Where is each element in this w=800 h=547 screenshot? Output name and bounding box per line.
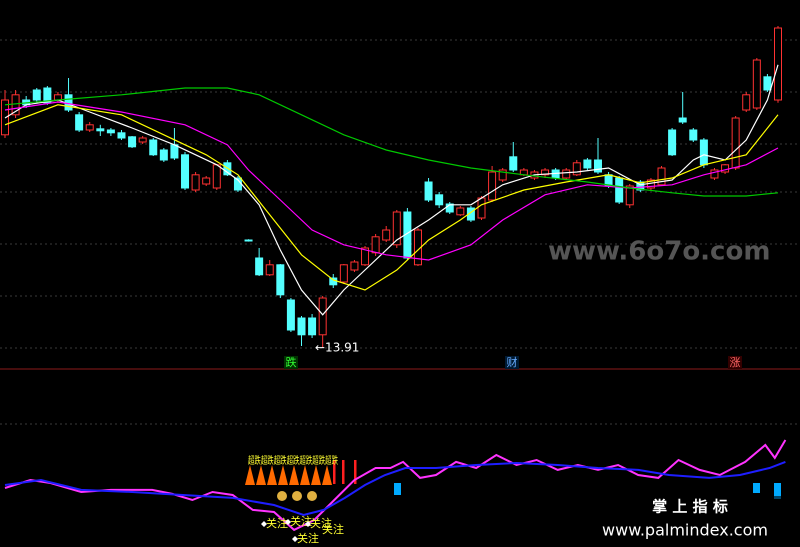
- watch-label: 关注: [297, 531, 319, 545]
- watermark-bg: [578, 496, 800, 547]
- signal-box: [284, 356, 298, 369]
- candle-body: [170, 144, 179, 159]
- candle-body: [149, 139, 158, 156]
- candle-body: [583, 159, 592, 169]
- moving-average: [4, 104, 779, 291]
- candle-body: [191, 174, 200, 191]
- candle-body: [106, 129, 115, 134]
- candle-body: [117, 132, 126, 139]
- candle-body: [541, 169, 550, 176]
- candle-body: [763, 76, 772, 91]
- candle-body: [678, 117, 687, 123]
- watch-label: 关注: [266, 516, 288, 530]
- signal-bar: [753, 483, 760, 493]
- candle-body: [255, 257, 264, 276]
- candle-body: [477, 197, 486, 219]
- moving-average: [4, 87, 779, 197]
- signal-bar: [354, 460, 357, 484]
- candle-body: [636, 181, 645, 191]
- price-panel: [1, 26, 782, 348]
- candle-body: [276, 264, 285, 296]
- low-label: ←13.91: [315, 341, 359, 355]
- candle-body: [202, 177, 211, 185]
- candle-body: [466, 207, 475, 221]
- candle-body: [625, 185, 634, 206]
- candle-body: [32, 89, 41, 101]
- candle-body: [424, 181, 433, 201]
- signal: 财: [507, 355, 518, 369]
- candle-body: [562, 169, 571, 179]
- candle-body: [742, 94, 751, 111]
- candle-body: [498, 169, 507, 181]
- candle-body: [456, 207, 465, 216]
- watermark: www.palmindex.com: [602, 521, 768, 540]
- watermark: www.6o7o.com: [548, 237, 770, 267]
- signal: 涨: [730, 356, 741, 369]
- candle-body: [138, 137, 147, 143]
- candle-body: [64, 94, 73, 111]
- signal-triangles: [245, 465, 332, 485]
- indicator-signals: [245, 460, 781, 501]
- candle-body: [43, 87, 52, 104]
- signal-bar: [342, 460, 345, 484]
- candle-body: [286, 299, 295, 331]
- candle-body: [752, 59, 761, 109]
- candle-body: [308, 317, 317, 336]
- signal: 跌: [286, 355, 297, 369]
- signal-bar: [333, 460, 336, 484]
- watch-label: 关注: [322, 522, 344, 536]
- candle-body: [265, 264, 274, 276]
- candle-body: [329, 277, 338, 286]
- signal-bar: [394, 483, 401, 495]
- candle-body: [128, 136, 137, 148]
- candle-body: [11, 94, 20, 116]
- signal-bar: [774, 483, 781, 499]
- candle-body: [371, 236, 380, 254]
- candle-body: [96, 128, 105, 132]
- candle-body: [435, 194, 444, 206]
- candle-body: [85, 124, 94, 131]
- candle-body: [244, 239, 253, 242]
- candle-body: [593, 159, 602, 173]
- candle-body: [318, 297, 327, 336]
- candle-body: [509, 156, 518, 171]
- money-icon: [292, 491, 302, 501]
- money-icon: [307, 491, 317, 501]
- signal-text: 超跌超跌超跌超跌超跌超跌超跌: [248, 454, 338, 467]
- signal-box: [505, 356, 519, 369]
- watermark: 掌 上 指 标: [652, 498, 728, 516]
- candle-body: [159, 149, 168, 161]
- candle-body: [339, 264, 348, 283]
- candle-body: [488, 171, 497, 201]
- candle-body: [212, 164, 221, 189]
- candle-body: [657, 167, 666, 186]
- candle-body: [668, 129, 677, 156]
- candle-body: [689, 129, 698, 141]
- candle-body: [699, 139, 708, 166]
- candle-body: [181, 154, 190, 189]
- candle-body: [297, 317, 306, 336]
- indicator-line: [4, 439, 787, 532]
- indicator-panel: [4, 439, 787, 532]
- indicator-line: [4, 460, 786, 517]
- candle-body: [75, 114, 84, 131]
- candle-body: [350, 261, 359, 271]
- watch-labels: 关注 关注 关注 关注 关注: [261, 514, 344, 545]
- candle-body: [615, 177, 624, 203]
- candle-body: [382, 229, 391, 241]
- candle-body: [774, 27, 782, 101]
- watch-label: 关注: [310, 516, 332, 530]
- moving-average: [4, 101, 779, 261]
- candle-body: [572, 162, 581, 176]
- candle-body: [731, 117, 740, 169]
- signal-box: [728, 356, 742, 369]
- candle-body: [361, 247, 370, 266]
- candle-body: [710, 169, 719, 179]
- money-icon: [277, 491, 287, 501]
- candle-body: [392, 211, 401, 246]
- moving-average: [4, 64, 779, 316]
